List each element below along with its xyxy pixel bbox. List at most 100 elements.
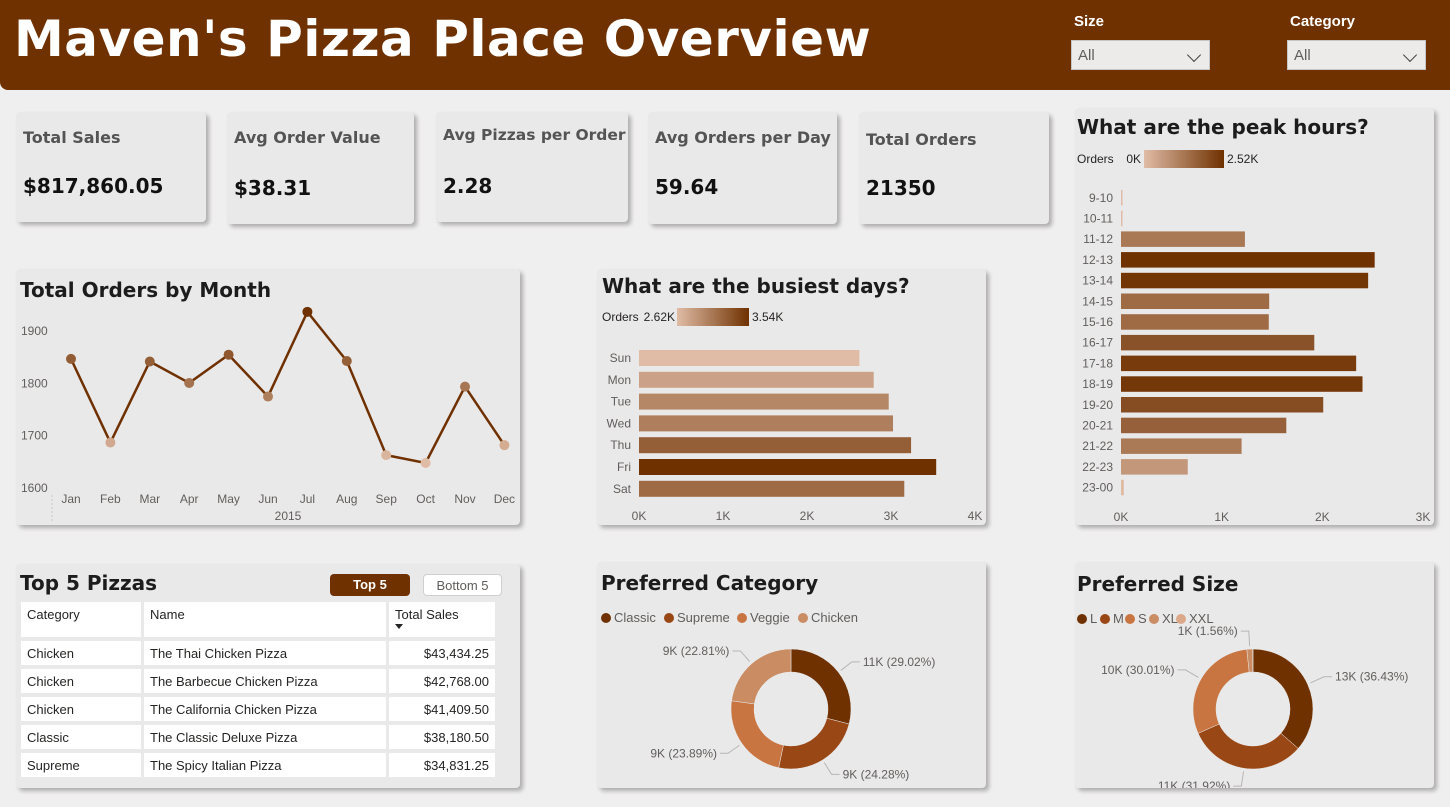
- bottom-5-toggle-button[interactable]: Bottom 5: [423, 574, 502, 596]
- chart-title: Preferred Category: [601, 571, 819, 595]
- legend-label: XL: [1162, 611, 1178, 626]
- legend-max-label: 3.54K: [752, 310, 783, 324]
- chart-title: Total Orders by Month: [20, 278, 272, 302]
- x-tick-label: Jan: [61, 492, 80, 506]
- size-slicer-dropdown[interactable]: All: [1071, 40, 1210, 70]
- bar: [639, 480, 905, 497]
- data-point: [66, 353, 76, 364]
- data-point: [302, 306, 313, 317]
- y-tick-label: Fri: [617, 460, 631, 474]
- x-tick-label: May: [217, 492, 240, 506]
- x-axis-title: 2015: [275, 509, 302, 523]
- data-point: [144, 356, 155, 367]
- peak-hours-chart: Orders 0K 2.52K 9-10 10-11 11-12 12-13 13-14 14-…: [1077, 150, 1430, 524]
- data-label: 9K (24.28%): [843, 767, 910, 781]
- top-pizzas-table: Category Name Total Sales Chicken The Tha…: [18, 598, 498, 781]
- preferred-size-donut: L M S XL XXL 13K (36.43%) 11K (31.92%) 10K (30.…: [1077, 611, 1408, 788]
- donut-slice: [731, 648, 792, 705]
- leader-line: [1233, 771, 1245, 787]
- bar: [1121, 190, 1123, 206]
- kpi-value: 59.64: [655, 175, 719, 199]
- top-pizzas-card: Top 5 Pizzas Top 5 Bottom 5 Category Nam…: [16, 564, 520, 788]
- kpi-value: 2.28: [443, 174, 493, 198]
- chevron-down-icon: [1186, 47, 1202, 63]
- x-tick-label: Oct: [416, 492, 435, 506]
- cell-category: Supreme: [21, 753, 141, 777]
- data-point: [381, 450, 392, 461]
- cell-total-sales: $38,180.50: [389, 725, 495, 749]
- size-slicer-value: All: [1078, 47, 1095, 64]
- y-tick-label: Mon: [608, 373, 631, 387]
- legend-marker: [737, 613, 747, 623]
- cell-name: The Barbecue Chicken Pizza: [144, 669, 386, 693]
- y-tick-label: 15-16: [1082, 315, 1113, 329]
- leader-line: [1177, 669, 1199, 678]
- donut-slice: [790, 648, 852, 725]
- cell-total-sales: $42,768.00: [389, 669, 495, 693]
- y-tick-label: 20-21: [1082, 418, 1113, 432]
- cell-category: Chicken: [21, 641, 141, 665]
- y-tick-label: 17-18: [1082, 356, 1113, 370]
- data-label: 11K (31.92%): [1158, 779, 1231, 788]
- data-point: [420, 457, 431, 468]
- kpi-card-avg-pizzas-per-order: Avg Pizzas per Order 2.28: [436, 112, 628, 222]
- bar: [1121, 376, 1363, 392]
- bar: [1121, 459, 1188, 475]
- sort-descending-icon: [395, 624, 403, 629]
- y-tick-label: 9-10: [1089, 191, 1113, 205]
- leader-line: [720, 744, 740, 754]
- y-tick-label: 1600: [21, 481, 48, 495]
- cell-name: The Thai Chicken Pizza: [144, 641, 386, 665]
- kpi-value: $817,860.05: [23, 174, 164, 198]
- data-label: 13K (36.43%): [1335, 670, 1408, 684]
- bar: [639, 459, 937, 475]
- kpi-label: Total Sales: [23, 128, 121, 147]
- bar: [1121, 314, 1269, 330]
- orders-by-month-card: Total Orders by Month 1600 1700 1800 1900 Ja…: [16, 269, 520, 525]
- cell-name: The California Chicken Pizza: [144, 697, 386, 721]
- donut-slice: [1192, 649, 1250, 734]
- bar: [639, 371, 874, 388]
- table-row: Chicken The Barbecue Chicken Pizza $42,768…: [21, 669, 495, 693]
- column-header[interactable]: Category: [21, 602, 141, 637]
- data-point: [263, 391, 273, 402]
- legend-marker: [1149, 614, 1159, 624]
- x-tick-label: Feb: [100, 492, 121, 506]
- top-5-toggle-button[interactable]: Top 5: [330, 574, 410, 596]
- chart-title: What are the peak hours?: [1077, 115, 1369, 139]
- data-label: 1K (1.56%): [1178, 624, 1238, 638]
- y-tick-label: 11-12: [1083, 232, 1113, 246]
- legend-gradient: [1144, 150, 1224, 168]
- x-tick-label: Sep: [376, 492, 398, 506]
- x-tick-label: Jul: [300, 492, 315, 506]
- y-tick-label: 12-13: [1082, 253, 1113, 267]
- bar: [1121, 397, 1324, 413]
- x-tick-label: Dec: [494, 492, 515, 506]
- y-tick-label: 1700: [21, 429, 48, 443]
- data-point: [341, 355, 352, 366]
- cell-name: The Classic Deluxe Pizza: [144, 725, 386, 749]
- chevron-down-icon: [1402, 47, 1418, 63]
- cell-total-sales: $34,831.25: [389, 753, 495, 777]
- kpi-label: Total Orders: [866, 130, 977, 149]
- x-tick-label: 0K: [1114, 510, 1129, 524]
- bar: [1121, 272, 1369, 289]
- bar: [1121, 417, 1287, 434]
- kpi-card-avg-order-value: Avg Order Value $38.31: [227, 112, 414, 224]
- y-tick-label: Tue: [611, 395, 632, 409]
- category-slicer-dropdown[interactable]: All: [1287, 40, 1426, 70]
- column-header[interactable]: Name: [144, 602, 386, 637]
- legend-marker: [664, 613, 674, 623]
- bar: [1121, 355, 1357, 372]
- data-point: [223, 349, 234, 360]
- cell-category: Chicken: [21, 697, 141, 721]
- legend-label: L: [1090, 611, 1097, 626]
- y-tick-label: 23-00: [1082, 481, 1113, 495]
- table-row: Chicken The California Chicken Pizza $41,4…: [21, 697, 495, 721]
- x-tick-label: Aug: [336, 492, 357, 506]
- busiest-days-card: What are the busiest days? Orders 2.62K 3.…: [597, 269, 986, 525]
- orders-by-month-chart: 1600 1700 1800 1900 Jan Feb Mar Apr May Jun Jul Aug…: [21, 306, 515, 523]
- legend-marker: [1125, 614, 1135, 624]
- column-header-sorted[interactable]: Total Sales: [389, 602, 495, 637]
